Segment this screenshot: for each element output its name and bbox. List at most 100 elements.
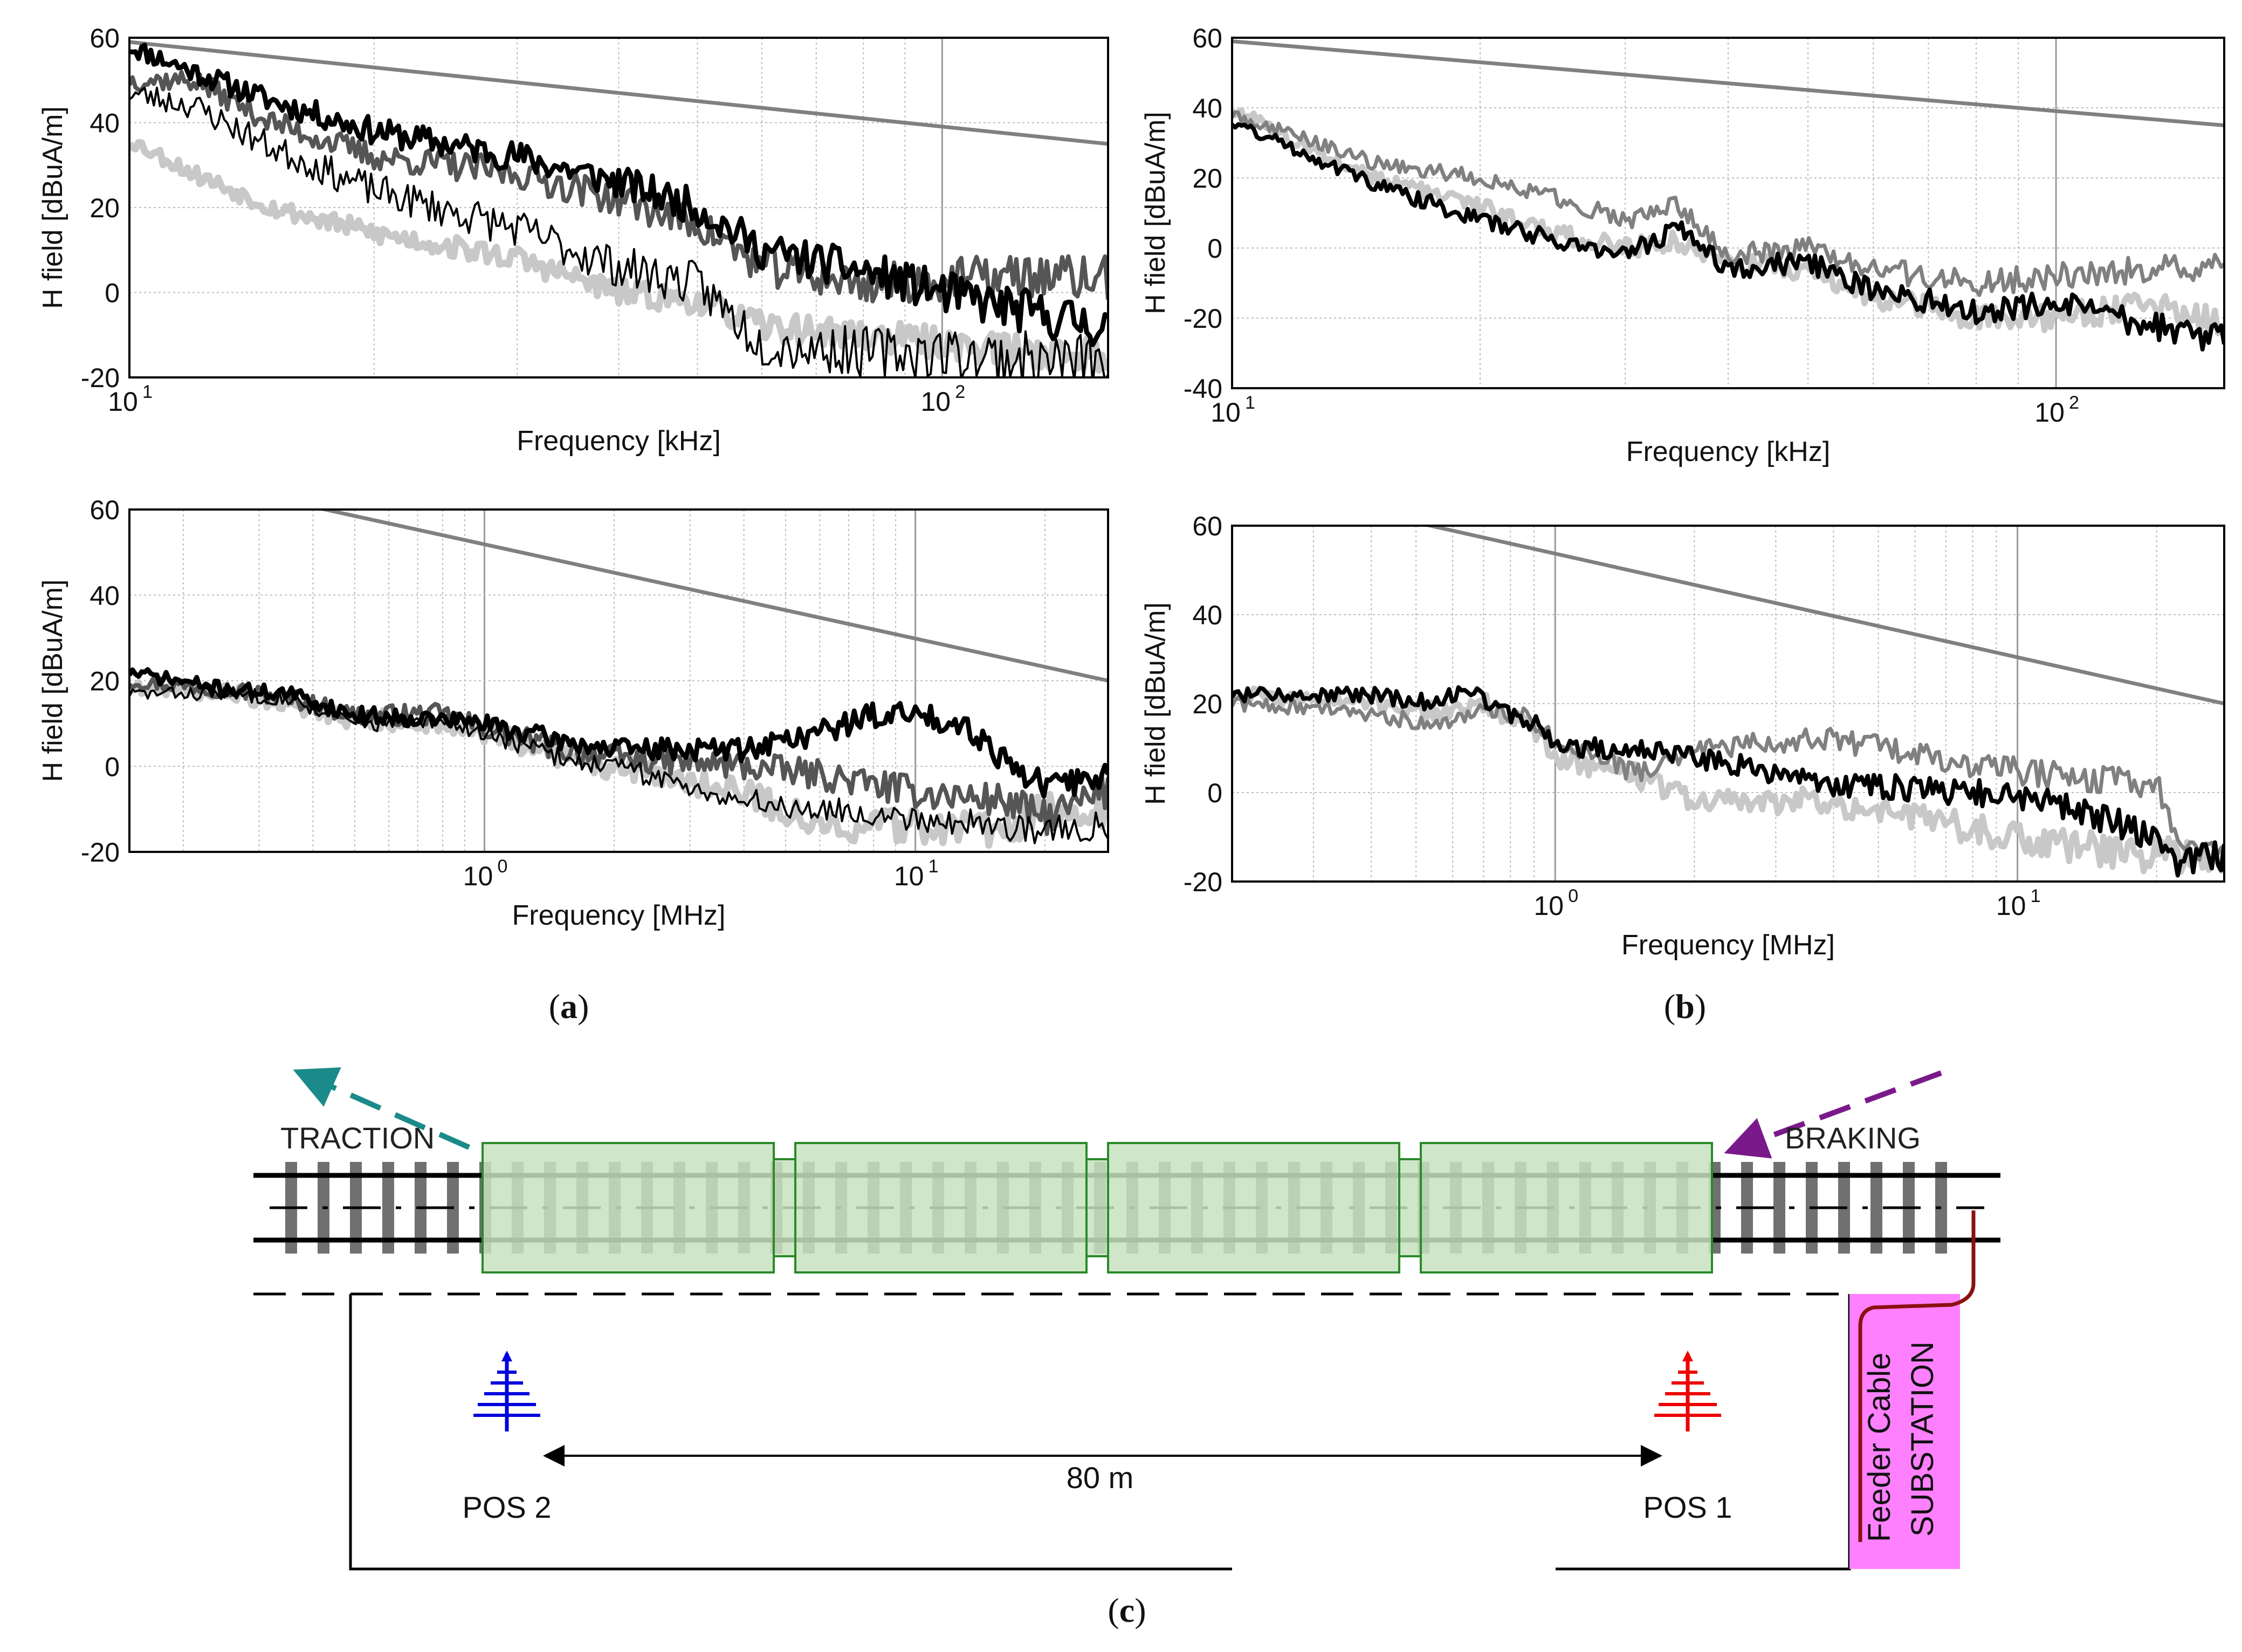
x-tick-exponent: 1 — [929, 856, 939, 877]
x-tick-label: 10 — [921, 387, 951, 417]
grid — [129, 510, 1108, 852]
sleeper — [382, 1162, 394, 1254]
y-tick-label: 0 — [105, 278, 120, 308]
series-light-gray — [1232, 685, 2224, 876]
plot-frame — [1231, 525, 2225, 883]
antenna-tip — [1682, 1351, 1693, 1361]
x-tick-label: 10 — [2034, 397, 2065, 428]
series-black — [1232, 685, 2224, 878]
traction-label: TRACTION — [280, 1121, 435, 1155]
plot-frame — [128, 37, 1109, 378]
y-tick-label: 60 — [1192, 23, 1222, 53]
x-axis-label: Frequency [kHz] — [517, 425, 721, 457]
series-black — [1232, 122, 2224, 352]
y-tick-label: -20 — [1184, 867, 1222, 897]
y-tick-label: 60 — [1192, 511, 1222, 541]
series-black-thick — [129, 667, 1108, 799]
train-car-3 — [1107, 1142, 1400, 1274]
x-axis-label: Frequency [MHz] — [512, 900, 726, 931]
x-tick-exponent: 2 — [955, 382, 965, 402]
x-tick-label: 10 — [1996, 891, 2026, 921]
caption-c: (c) — [1108, 1591, 1146, 1629]
x-tick-label: 10 — [108, 387, 138, 417]
limit-line — [1232, 39, 2224, 127]
x-tick-exponent: 2 — [2069, 393, 2079, 413]
y-tick-label: 20 — [1192, 689, 1222, 719]
boundary-left — [349, 1294, 1232, 1571]
x-axis-label: Frequency [kHz] — [1626, 436, 1831, 467]
y-tick-label: 40 — [1192, 600, 1222, 630]
limit-line — [129, 40, 1108, 146]
y-tick-label: 0 — [105, 752, 120, 782]
train-car-1 — [482, 1142, 775, 1274]
series-dark-gray — [1232, 110, 2224, 297]
y-tick-label: 40 — [90, 108, 120, 139]
coupler — [1398, 1158, 1422, 1257]
x-tick-label: 10 — [894, 861, 924, 891]
boundary-right — [1556, 1294, 1851, 1571]
x-tick-exponent: 1 — [1245, 393, 1255, 413]
coupler — [1085, 1158, 1109, 1257]
distance-label: 80 m — [1067, 1461, 1134, 1495]
x-tick-exponent: 0 — [1568, 886, 1578, 906]
limit-line — [316, 510, 1108, 683]
y-tick-label: 0 — [1207, 778, 1222, 808]
y-tick-label: 40 — [1192, 93, 1222, 123]
feeder-label: Feeder Cable — [1862, 1353, 1897, 1542]
x-tick-label: 10 — [1211, 397, 1241, 428]
series-light-gray — [129, 139, 1108, 374]
x-axis-label: Frequency [MHz] — [1621, 930, 1835, 961]
x-tick-exponent: 1 — [2031, 886, 2041, 906]
y-tick-label: 20 — [90, 193, 120, 223]
x-tick-label: 10 — [463, 861, 493, 891]
y-axis-label: H field [dBuA/m] — [1140, 112, 1171, 314]
pos2-label: POS 2 — [463, 1490, 552, 1524]
train — [482, 1142, 1713, 1274]
train-car-4 — [1420, 1142, 1713, 1274]
y-tick-label: 60 — [90, 23, 120, 53]
coupler — [773, 1158, 796, 1257]
y-tick-label: 20 — [90, 666, 120, 697]
feeder-cable — [1858, 1210, 1976, 1542]
y-tick-label: 40 — [90, 581, 120, 611]
x-tick-label: 10 — [1533, 891, 1564, 921]
braking-arrow — [1724, 1070, 1942, 1159]
grid — [1232, 526, 2224, 882]
y-tick-label: 60 — [90, 495, 120, 525]
caption-a: (a) — [548, 987, 589, 1025]
y-axis-label: H field [dBuA/m] — [37, 580, 68, 782]
sleeper — [1870, 1162, 1882, 1254]
limit-line — [1422, 526, 2224, 706]
series-black-thick — [129, 43, 1108, 347]
series-black-thin — [129, 86, 1108, 377]
y-axis-label: H field [dBuA/m] — [1140, 602, 1171, 805]
braking-label: BRAKING — [1785, 1121, 1921, 1155]
y-tick-label: -20 — [1184, 304, 1222, 334]
y-tick-label: -20 — [81, 837, 120, 868]
y-axis-label: H field [dBuA/m] — [37, 106, 68, 309]
y-tick-label: -40 — [1184, 374, 1222, 404]
antenna-pos2-icon — [473, 1351, 540, 1431]
traction-arrow — [293, 1067, 471, 1150]
sleeper — [1773, 1162, 1785, 1254]
series-dark-gray — [1232, 696, 2224, 862]
pos1-label: POS 1 — [1643, 1490, 1732, 1524]
train-car-2 — [794, 1142, 1088, 1274]
y-tick-label: 0 — [1207, 233, 1222, 264]
substation-label: SUBSTATION — [1905, 1341, 1940, 1537]
antenna-pos1-icon — [1654, 1351, 1721, 1431]
plot-frame — [1231, 37, 2225, 389]
y-tick-label: -20 — [81, 363, 120, 393]
x-tick-exponent: 0 — [497, 856, 507, 877]
plot-frame — [128, 508, 1109, 853]
substation-box — [1849, 1294, 1960, 1569]
antenna-tip — [501, 1351, 512, 1361]
x-tick-exponent: 1 — [142, 382, 153, 402]
y-tick-label: 20 — [1192, 163, 1222, 194]
